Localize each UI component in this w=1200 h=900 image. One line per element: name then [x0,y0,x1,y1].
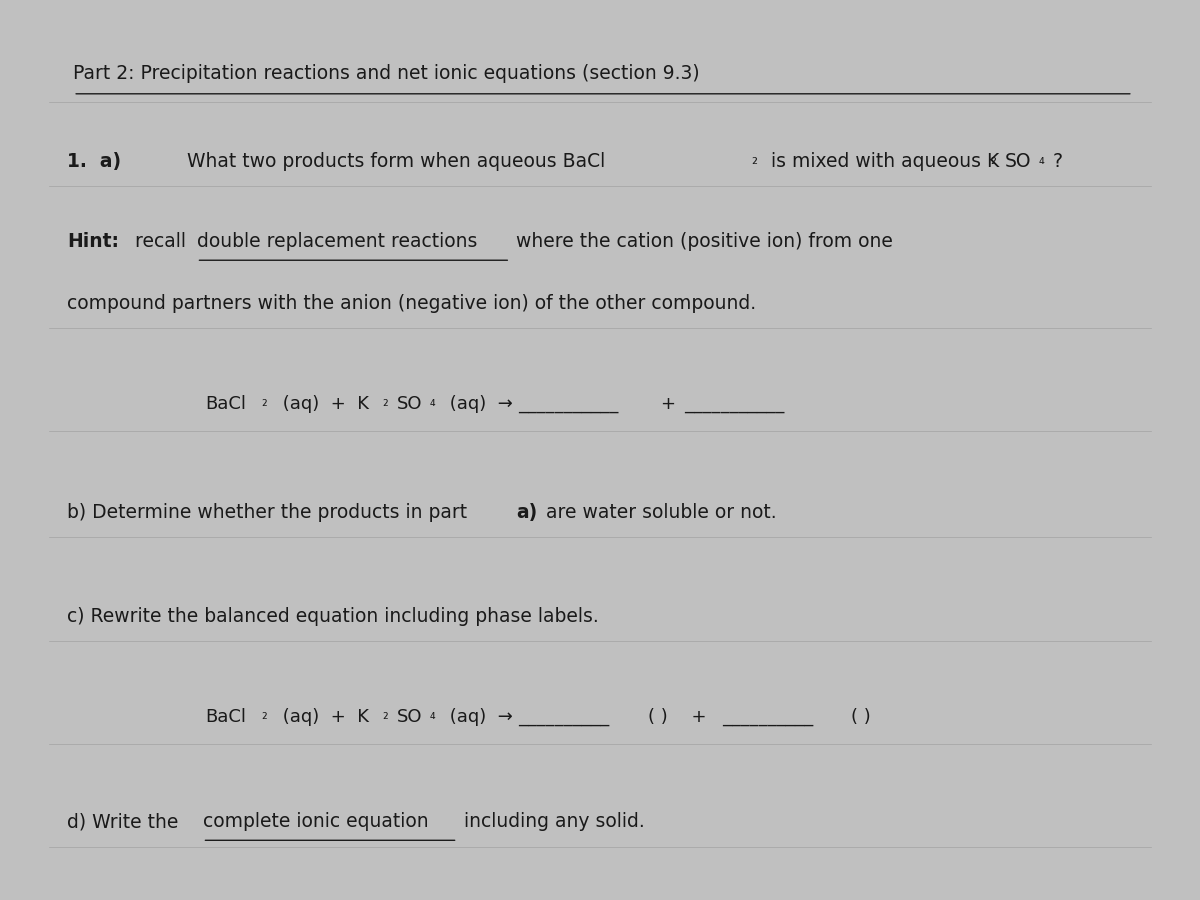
Text: (aq)  +  K: (aq) + K [277,395,368,413]
Text: where the cation (positive ion) from one: where the cation (positive ion) from one [510,232,893,251]
Text: ?: ? [1052,152,1062,171]
Text: BaCl: BaCl [205,395,246,413]
Text: __________: __________ [722,708,814,726]
Text: (aq)  →: (aq) → [444,708,514,726]
Text: ₄: ₄ [1038,152,1044,166]
Text: What two products form when aqueous BaCl: What two products form when aqueous BaCl [187,152,605,171]
Text: complete ionic equation: complete ionic equation [203,813,428,832]
Text: ₄: ₄ [430,395,436,410]
Text: SO: SO [396,708,422,726]
Text: ₄: ₄ [430,708,436,722]
Text: including any solid.: including any solid. [457,813,644,832]
Text: d) Write the: d) Write the [67,813,185,832]
Text: compound partners with the anion (negative ion) of the other compound.: compound partners with the anion (negati… [67,294,756,313]
Text: SO: SO [1004,152,1031,171]
Text: (aq)  +  K: (aq) + K [277,708,368,726]
Text: ₂: ₂ [382,708,388,722]
Text: ( ): ( ) [648,708,667,726]
Text: is mixed with aqueous K: is mixed with aqueous K [766,152,1000,171]
Text: ₂: ₂ [382,395,388,410]
Text: ₂: ₂ [262,708,266,722]
Text: Part 2: Precipitation reactions and net ionic equations (section 9.3): Part 2: Precipitation reactions and net … [73,64,700,83]
Text: ₂: ₂ [751,152,757,166]
Text: ₂: ₂ [262,395,266,410]
Text: b) Determine whether the products in part: b) Determine whether the products in par… [67,503,473,522]
Text: Hint:: Hint: [67,232,119,251]
Text: +: + [680,708,707,726]
Text: __________: __________ [518,708,610,726]
Text: +: + [660,395,674,413]
Text: recall: recall [130,232,192,251]
Text: ₂: ₂ [990,152,996,166]
Text: double replacement reactions: double replacement reactions [197,232,476,251]
Text: ( ): ( ) [852,708,871,726]
Text: are water soluble or not.: are water soluble or not. [540,503,776,522]
Text: a): a) [516,503,538,522]
Text: SO: SO [396,395,422,413]
Text: c) Rewrite the balanced equation including phase labels.: c) Rewrite the balanced equation includi… [67,608,599,626]
Text: ___________: ___________ [684,395,784,413]
Text: 1.  a): 1. a) [67,152,121,171]
Text: (aq)  →: (aq) → [444,395,514,413]
Text: ___________: ___________ [518,395,619,413]
Text: BaCl: BaCl [205,708,246,726]
